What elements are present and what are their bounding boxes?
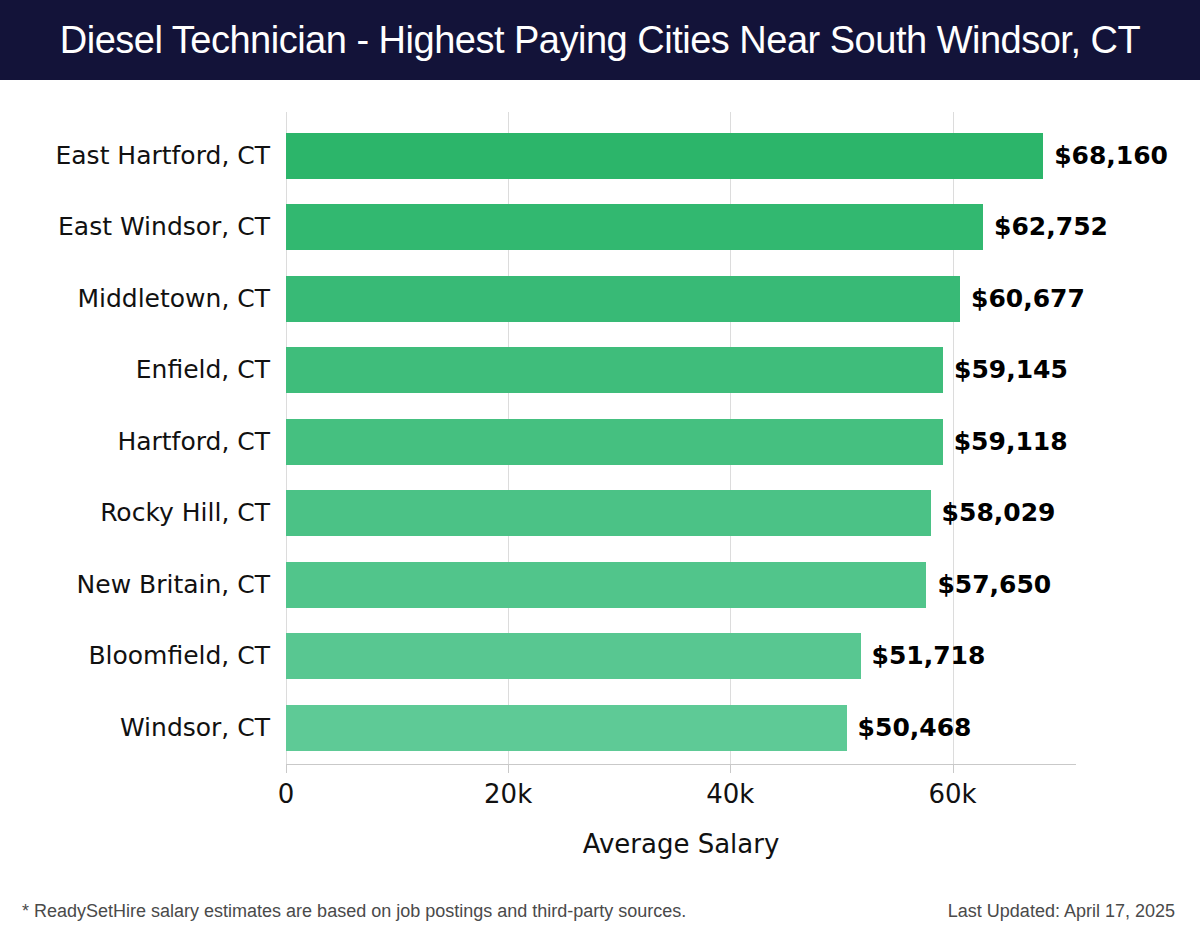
value-label: $59,145 (954, 353, 1068, 387)
value-label: $57,650 (937, 568, 1051, 602)
bar (286, 705, 847, 751)
x-axis-line (286, 764, 1076, 765)
last-updated-label: Last Updated: April 17, 2025 (948, 901, 1175, 922)
value-label: $59,118 (954, 425, 1068, 459)
axis-tick (730, 764, 731, 773)
category-label: East Windsor, CT (0, 210, 270, 244)
value-label: $62,752 (994, 210, 1108, 244)
source-note: * ReadySetHire salary estimates are base… (22, 901, 686, 922)
category-label: Middletown, CT (0, 282, 270, 316)
x-axis-title: Average Salary (481, 827, 881, 861)
axis-tick (953, 764, 954, 773)
category-label: East Hartford, CT (0, 139, 270, 173)
bar (286, 419, 943, 465)
x-tick-label: 20k (458, 778, 558, 810)
value-label: $68,160 (1054, 139, 1168, 173)
value-label: $58,029 (942, 496, 1056, 530)
bar-chart: 0 20k 40k 60k East Hartford, CT $68,160 East W… (0, 80, 1200, 940)
x-tick-label: 0 (236, 778, 336, 810)
bar (286, 347, 943, 393)
bar (286, 562, 926, 608)
category-label: Hartford, CT (0, 425, 270, 459)
x-tick-label: 40k (680, 778, 780, 810)
category-label: Bloomfield, CT (0, 639, 270, 673)
category-label: New Britain, CT (0, 568, 270, 602)
bar (286, 633, 861, 679)
category-label: Enfield, CT (0, 353, 270, 387)
plot-area: 0 20k 40k 60k East Hartford, CT $68,160 East W… (0, 80, 1200, 940)
category-label: Rocky Hill, CT (0, 496, 270, 530)
value-label: $60,677 (971, 282, 1085, 316)
axis-tick (508, 764, 509, 773)
bar (286, 204, 983, 250)
bar (286, 490, 931, 536)
title-bar: Diesel Technician - Highest Paying Citie… (0, 0, 1200, 80)
axis-tick (286, 764, 287, 773)
value-label: $50,468 (858, 711, 972, 745)
value-label: $51,718 (872, 639, 986, 673)
category-label: Windsor, CT (0, 711, 270, 745)
bar (286, 133, 1043, 179)
bar (286, 276, 960, 322)
page-title: Diesel Technician - Highest Paying Citie… (60, 19, 1140, 62)
x-tick-label: 60k (903, 778, 1003, 810)
